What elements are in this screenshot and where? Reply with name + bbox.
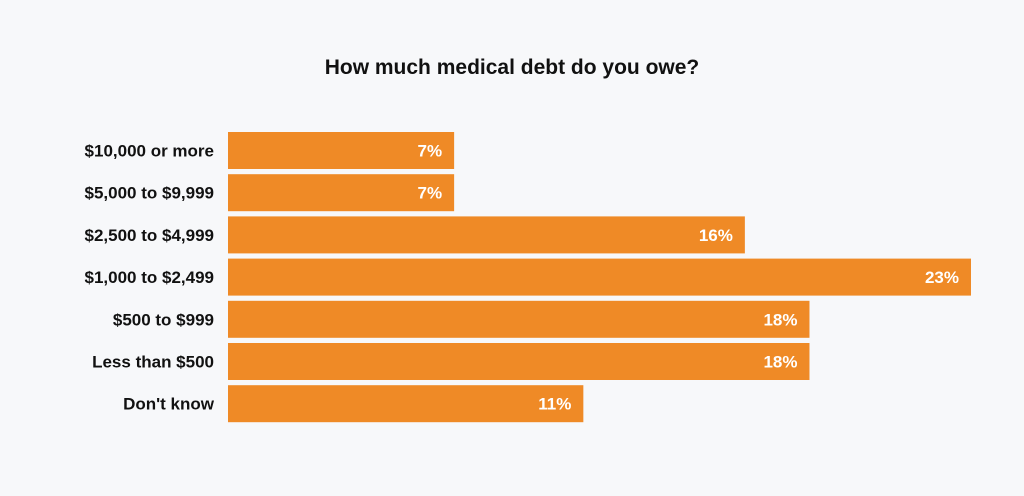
value-label: 11%	[538, 395, 571, 414]
chart-title: How much medical debt do you owe?	[324, 56, 700, 79]
category-label: $500 to $999	[113, 310, 214, 329]
bar	[228, 343, 810, 380]
category-label: Don't know	[123, 395, 215, 414]
bar	[228, 132, 455, 169]
bar	[228, 216, 745, 254]
value-label: 16%	[699, 226, 733, 245]
value-label: 18%	[763, 310, 797, 329]
category-label: Less than $500	[92, 353, 214, 372]
value-label: 7%	[418, 142, 443, 161]
category-label: $2,500 to $4,999	[85, 226, 214, 245]
value-label: 18%	[763, 353, 797, 372]
category-label: $10,000 or more	[85, 142, 214, 161]
bar	[228, 174, 455, 212]
category-label: $1,000 to $2,499	[85, 268, 214, 287]
bar	[228, 385, 584, 423]
bar	[228, 300, 810, 338]
value-label: 23%	[925, 268, 959, 287]
category-label: $5,000 to $9,999	[85, 184, 214, 203]
bar	[228, 258, 971, 296]
value-label: 7%	[418, 184, 443, 203]
